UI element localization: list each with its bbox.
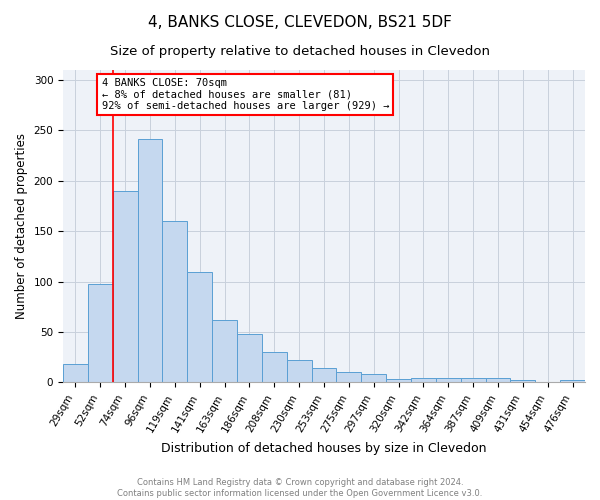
Bar (361, 374, 386, 382)
Bar (386, 380, 411, 382)
Bar (113, 191, 137, 382)
Bar (262, 352, 287, 382)
Bar (237, 334, 262, 382)
Text: Contains HM Land Registry data © Crown copyright and database right 2024.
Contai: Contains HM Land Registry data © Crown c… (118, 478, 482, 498)
Bar (411, 378, 436, 382)
Y-axis label: Number of detached properties: Number of detached properties (15, 133, 28, 319)
Bar (461, 378, 485, 382)
Bar (287, 360, 311, 382)
Text: 4 BANKS CLOSE: 70sqm
← 8% of detached houses are smaller (81)
92% of semi-detach: 4 BANKS CLOSE: 70sqm ← 8% of detached ho… (101, 78, 389, 112)
Text: Size of property relative to detached houses in Clevedon: Size of property relative to detached ho… (110, 45, 490, 58)
Bar (337, 372, 361, 382)
Bar (163, 221, 187, 382)
X-axis label: Distribution of detached houses by size in Clevedon: Distribution of detached houses by size … (161, 442, 487, 455)
Bar (560, 380, 585, 382)
Bar (137, 138, 163, 382)
Text: 4, BANKS CLOSE, CLEVEDON, BS21 5DF: 4, BANKS CLOSE, CLEVEDON, BS21 5DF (148, 15, 452, 30)
Bar (485, 378, 511, 382)
Bar (436, 378, 461, 382)
Bar (187, 272, 212, 382)
Bar (311, 368, 337, 382)
Bar (212, 320, 237, 382)
Bar (511, 380, 535, 382)
Bar (63, 364, 88, 382)
Bar (88, 284, 113, 382)
